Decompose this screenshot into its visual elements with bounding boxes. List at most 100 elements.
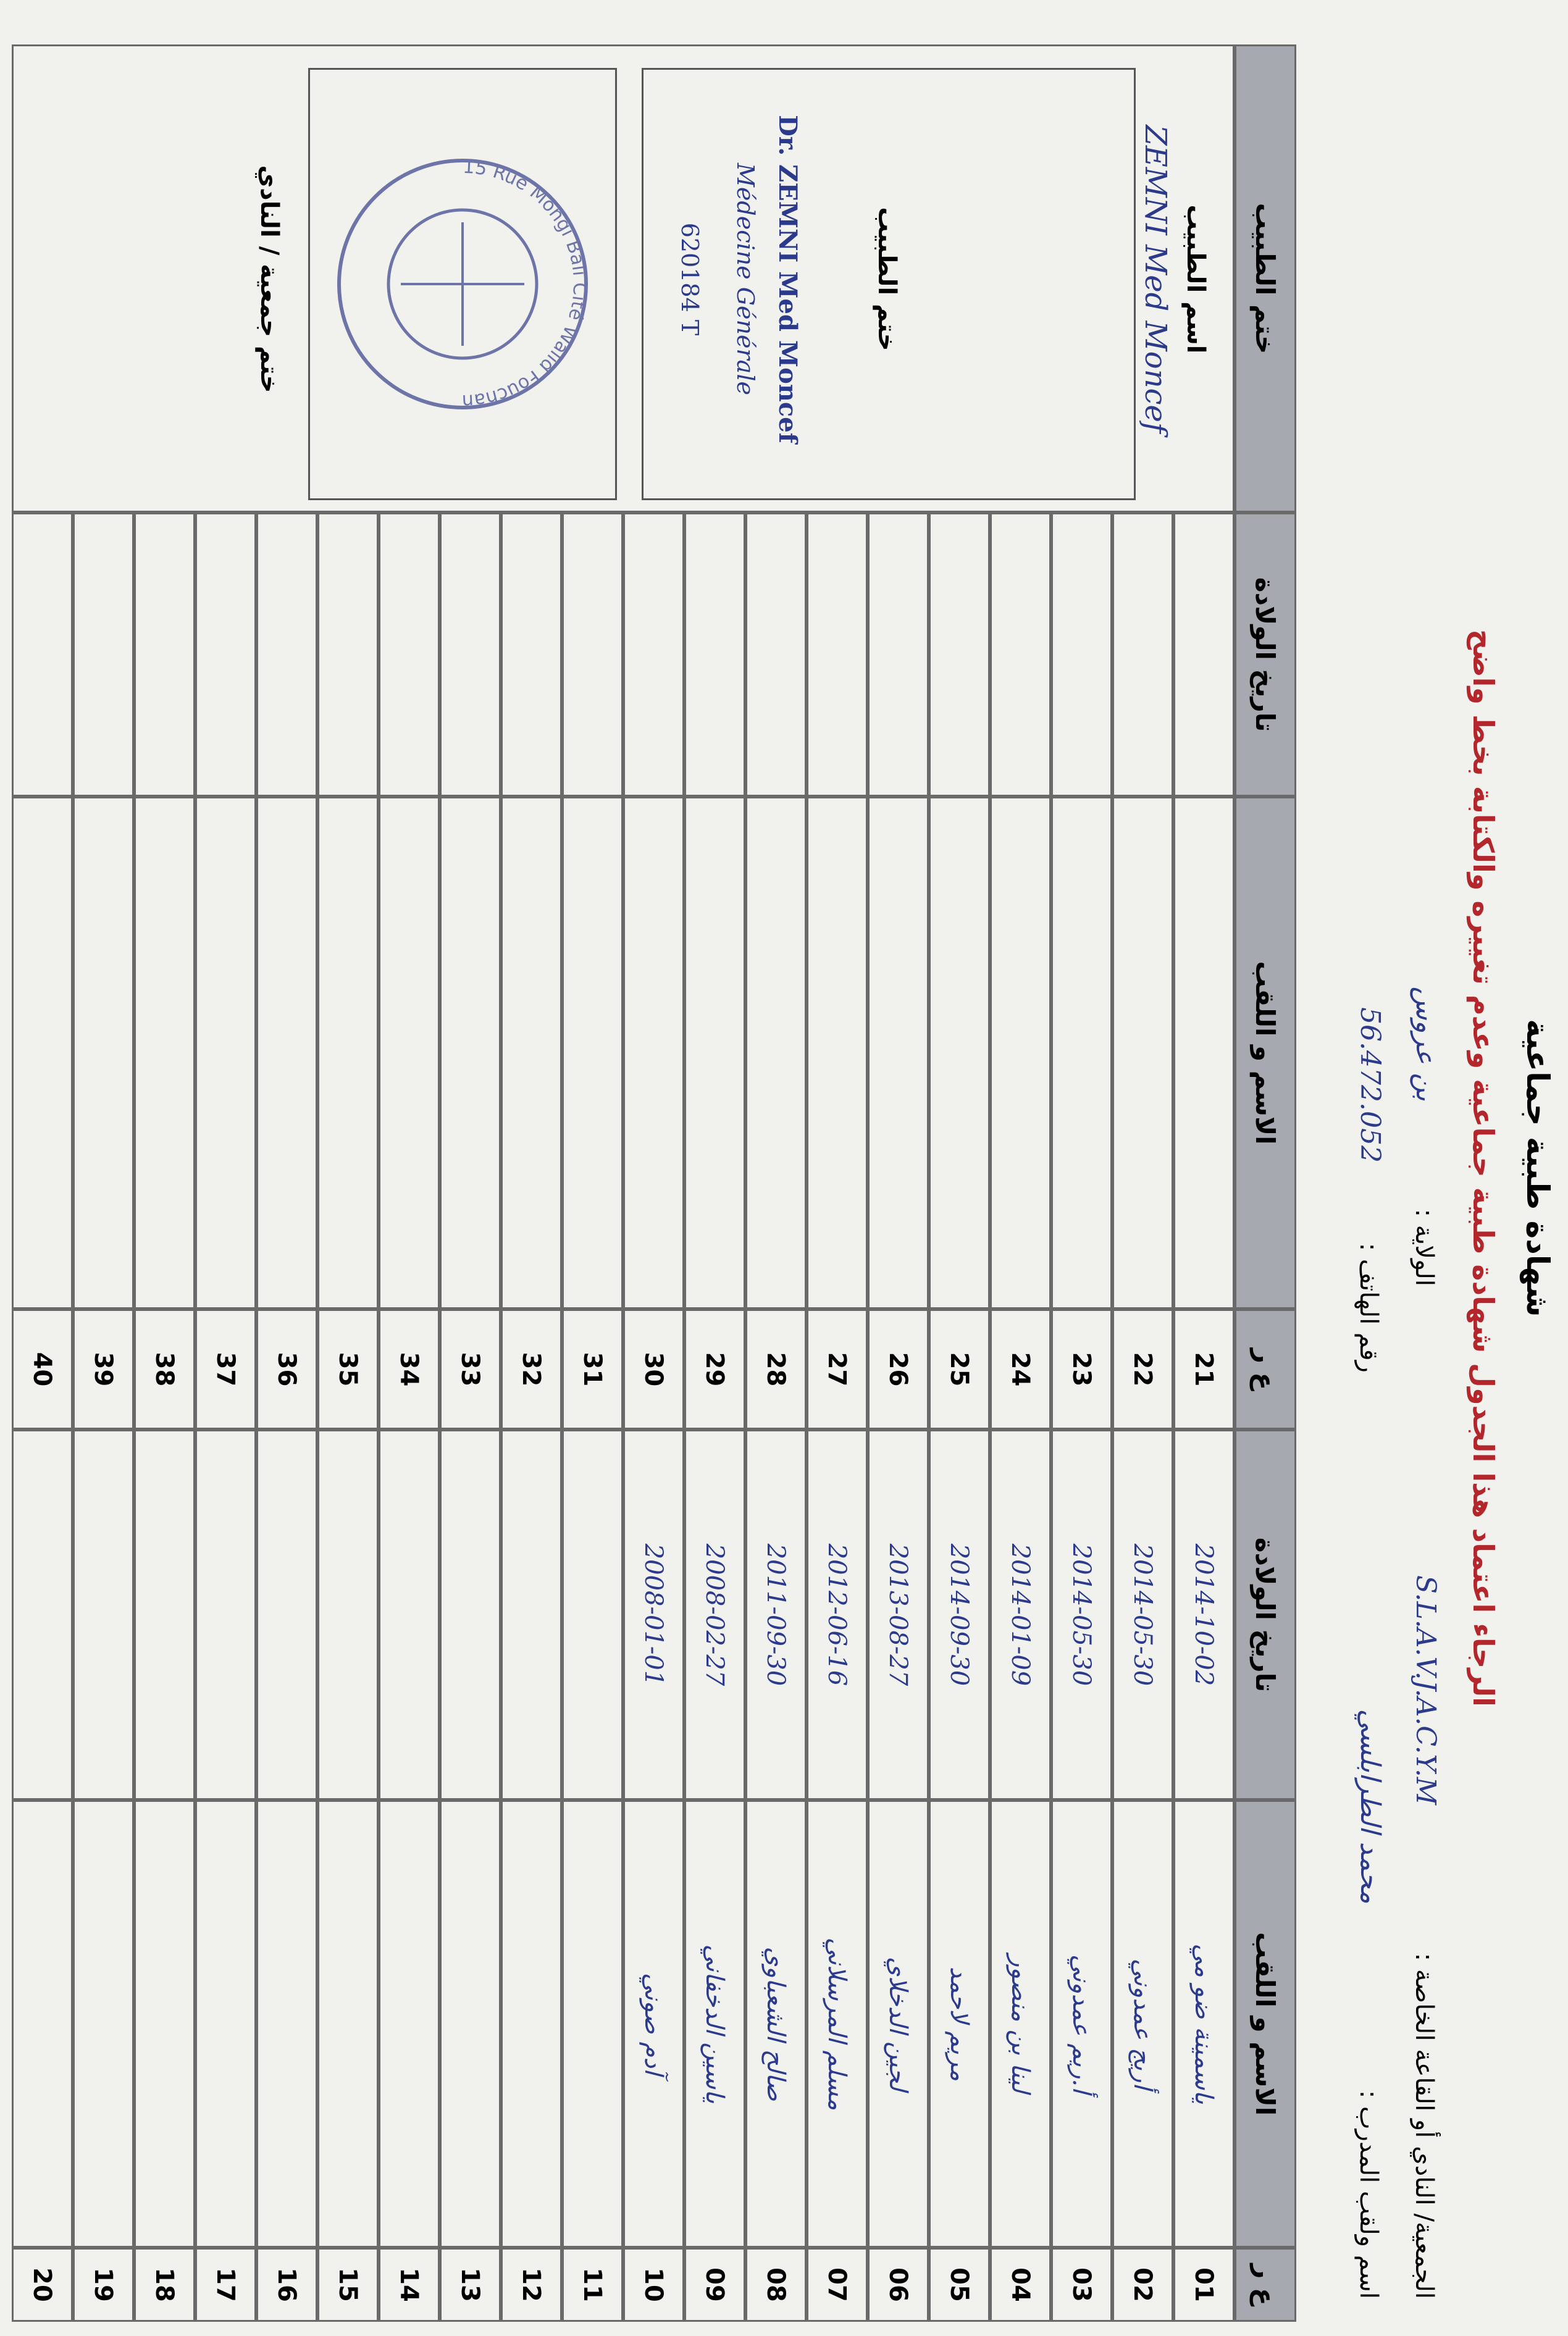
row-number: 30 bbox=[623, 1309, 684, 1430]
student-name bbox=[317, 1800, 379, 2248]
student-name bbox=[990, 797, 1051, 1309]
student-name bbox=[745, 797, 807, 1309]
birth-date bbox=[317, 1430, 379, 1800]
birth-date bbox=[623, 513, 684, 797]
row-number: 26 bbox=[868, 1309, 929, 1430]
row-number: 09 bbox=[684, 2248, 745, 2322]
row-number: 36 bbox=[256, 1309, 317, 1430]
student-name bbox=[134, 797, 195, 1309]
birth-date bbox=[1173, 513, 1235, 797]
doctor-stamp-label: ختم الطبيب bbox=[873, 207, 901, 351]
student-name: صالح الشعباوي bbox=[745, 1800, 807, 2248]
row-number: 15 bbox=[317, 2248, 379, 2322]
column-header: تاريخ الولادة bbox=[1235, 513, 1296, 797]
row-number: 31 bbox=[562, 1309, 623, 1430]
birth-date bbox=[807, 513, 868, 797]
student-name bbox=[256, 797, 317, 1309]
student-name bbox=[317, 797, 379, 1309]
row-number: 32 bbox=[501, 1309, 562, 1430]
row-number: 08 bbox=[745, 2248, 807, 2322]
birth-date: 2014-05-30 bbox=[1051, 1430, 1112, 1800]
birth-date bbox=[684, 513, 745, 797]
birth-date: 2011-09-30 bbox=[745, 1430, 807, 1800]
row-number: 34 bbox=[379, 1309, 440, 1430]
student-name bbox=[195, 797, 256, 1309]
row-number: 38 bbox=[134, 1309, 195, 1430]
column-header: الاسم و اللقب bbox=[1235, 797, 1296, 1309]
row-number: 18 bbox=[134, 2248, 195, 2322]
student-name bbox=[1112, 797, 1173, 1309]
student-name bbox=[501, 797, 562, 1309]
state-value: بن عروس bbox=[1410, 986, 1441, 1101]
student-name bbox=[195, 1800, 256, 2248]
row-number: 01 bbox=[1173, 2248, 1235, 2322]
row-number: 05 bbox=[929, 2248, 990, 2322]
birth-date bbox=[12, 513, 73, 797]
student-name bbox=[440, 1800, 501, 2248]
row-number: 16 bbox=[256, 2248, 317, 2322]
column-header: تاريخ الولادة bbox=[1235, 1430, 1296, 1800]
column-header: الاسم و اللقب bbox=[1235, 1800, 1296, 2248]
birth-date bbox=[12, 1430, 73, 1800]
row-number: 20 bbox=[12, 2248, 73, 2322]
doctor-name: ZEMNI Med Moncef bbox=[1138, 125, 1173, 433]
row-number: 17 bbox=[195, 2248, 256, 2322]
row-number: 37 bbox=[195, 1309, 256, 1430]
row-number: 27 bbox=[807, 1309, 868, 1430]
row-number: 35 bbox=[317, 1309, 379, 1430]
row-number: 40 bbox=[12, 1309, 73, 1430]
birth-date bbox=[1051, 513, 1112, 797]
birth-date bbox=[1112, 513, 1173, 797]
row-number: 29 bbox=[684, 1309, 745, 1430]
stamp-line: Médecine Générale bbox=[732, 163, 759, 395]
student-name bbox=[562, 797, 623, 1309]
student-name: أريج عمدوني bbox=[1112, 1800, 1173, 2248]
birth-date bbox=[379, 513, 440, 797]
coach-label: اسم ولقب المدرب : bbox=[1354, 2090, 1383, 2299]
student-name: لينا بن منصور bbox=[990, 1800, 1051, 2248]
phone-label: رقم الهاتف : bbox=[1354, 1242, 1383, 1373]
phone-value: 56.472.052 bbox=[1354, 1007, 1386, 1163]
student-name bbox=[12, 797, 73, 1309]
row-number: 06 bbox=[868, 2248, 929, 2322]
stamp-line: 620184 T bbox=[676, 222, 703, 336]
birth-date bbox=[562, 1430, 623, 1800]
student-name: آدم صوني bbox=[623, 1800, 684, 2248]
stamp-line: Dr. ZEMNI Med Moncef bbox=[773, 115, 802, 443]
row-number: 25 bbox=[929, 1309, 990, 1430]
row-number: 28 bbox=[745, 1309, 807, 1430]
row-number: 22 bbox=[1112, 1309, 1173, 1430]
student-name: ياسين الدخفاني bbox=[684, 1800, 745, 2248]
student-name bbox=[1173, 797, 1235, 1309]
birth-date bbox=[256, 1430, 317, 1800]
row-number: 02 bbox=[1112, 2248, 1173, 2322]
state-label: الولاية : bbox=[1410, 1208, 1438, 1286]
birth-date: 2014-01-09 bbox=[990, 1430, 1051, 1800]
column-header: ع ر bbox=[1235, 2248, 1296, 2322]
student-name bbox=[1051, 797, 1112, 1309]
birth-date bbox=[256, 513, 317, 797]
student-name bbox=[929, 797, 990, 1309]
student-name bbox=[684, 797, 745, 1309]
student-name: ياسمينة ضو مي bbox=[1173, 1800, 1235, 2248]
row-number: 23 bbox=[1051, 1309, 1112, 1430]
student-name bbox=[379, 797, 440, 1309]
birth-date bbox=[990, 513, 1051, 797]
birth-date bbox=[134, 513, 195, 797]
birth-date bbox=[195, 513, 256, 797]
birth-date: 2013-08-27 bbox=[868, 1430, 929, 1800]
birth-date bbox=[501, 1430, 562, 1800]
doctor-name-label: اسم الطبيب bbox=[1181, 204, 1210, 354]
row-number: 13 bbox=[440, 2248, 501, 2322]
birth-date bbox=[440, 1430, 501, 1800]
birth-date bbox=[134, 1430, 195, 1800]
birth-date bbox=[501, 513, 562, 797]
row-number: 07 bbox=[807, 2248, 868, 2322]
birth-date: 2014-05-30 bbox=[1112, 1430, 1173, 1800]
student-name bbox=[73, 797, 134, 1309]
club-stamp-label: ختم جمعية / النادي bbox=[255, 165, 283, 393]
row-number: 12 bbox=[501, 2248, 562, 2322]
birth-date bbox=[73, 513, 134, 797]
coach-value: محمد الطرابلسي bbox=[1354, 1709, 1386, 1904]
